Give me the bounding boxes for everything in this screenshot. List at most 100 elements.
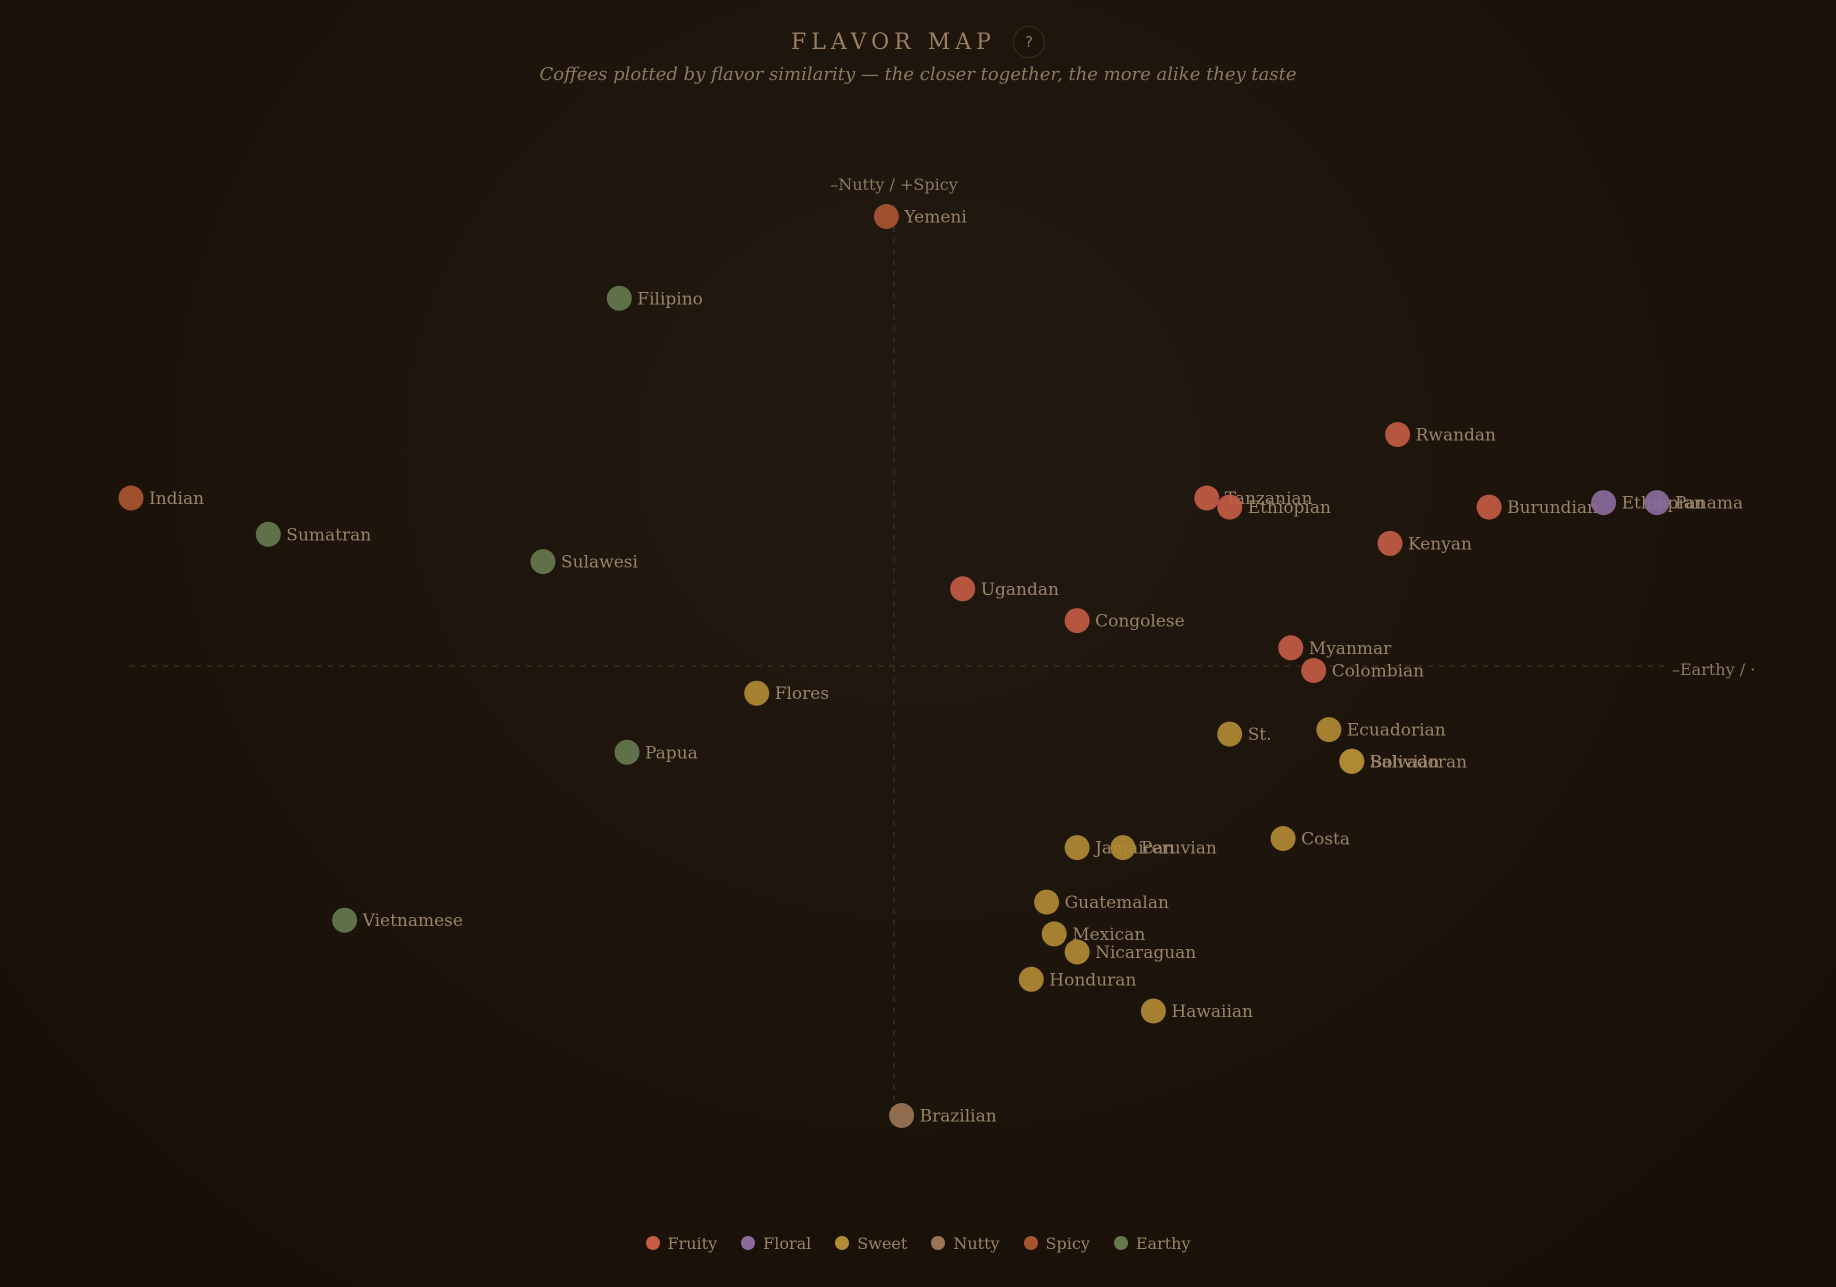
point-marker[interactable]	[530, 549, 556, 575]
data-point-honduran[interactable]: Honduran	[1018, 966, 1137, 992]
data-point-kenyan[interactable]: Kenyan	[1377, 530, 1472, 556]
data-point-yemeni[interactable]: Yemeni	[873, 204, 967, 229]
point-marker[interactable]	[1194, 485, 1220, 511]
point-marker[interactable]	[744, 680, 770, 706]
point-marker[interactable]	[1476, 494, 1502, 520]
point-label: Sulawesi	[561, 553, 639, 573]
legend-swatch	[835, 1236, 850, 1250]
point-marker[interactable]	[1377, 530, 1403, 556]
point-marker[interactable]	[1034, 889, 1060, 915]
point-marker[interactable]	[1385, 422, 1411, 447]
legend-swatch	[1113, 1236, 1128, 1250]
chart-header: FLAVOR MAP ? Coffees plotted by flavor s…	[0, 0, 1836, 100]
point-marker[interactable]	[1064, 939, 1090, 965]
legend-item-sweet[interactable]: Sweet	[835, 1234, 907, 1253]
point-label: Ethiopian	[1248, 498, 1331, 518]
point-label: Salvadoran	[1370, 752, 1467, 772]
data-point-tanzanian[interactable]: Tanzanian	[1194, 485, 1313, 511]
point-marker[interactable]	[1644, 490, 1670, 516]
point-marker[interactable]	[1110, 835, 1136, 861]
data-point-vietnamese[interactable]: Vietnamese	[332, 907, 463, 933]
point-label: Kenyan	[1408, 534, 1472, 554]
data-point-guatemalan[interactable]: Guatemalan	[1034, 889, 1169, 915]
data-point-ecuadorian[interactable]: Ecuadorian	[1316, 717, 1446, 743]
point-label: Tanzanian	[1225, 489, 1313, 509]
legend-item-fruity[interactable]: Fruity	[645, 1234, 717, 1253]
data-point-congolese[interactable]: Congolese	[1064, 608, 1185, 634]
data-point-st-[interactable]: St.	[1217, 721, 1272, 747]
legend-label: Floral	[763, 1234, 812, 1253]
legend-label: Earthy	[1135, 1234, 1191, 1253]
legend-item-spicy[interactable]: Spicy	[1023, 1234, 1090, 1253]
point-label: Myanmar	[1309, 639, 1392, 659]
point-marker[interactable]	[1217, 721, 1243, 747]
data-point-sumatran[interactable]: Sumatran	[255, 521, 371, 547]
point-marker[interactable]	[1339, 748, 1365, 774]
data-point-sulawesi[interactable]: Sulawesi	[530, 549, 639, 575]
data-point-burundian[interactable]: Burundian	[1476, 494, 1598, 520]
point-label: Honduran	[1049, 970, 1136, 990]
point-marker[interactable]	[118, 485, 144, 511]
point-marker[interactable]	[1217, 494, 1243, 520]
data-point-peruvian[interactable]: Peruvian	[1110, 835, 1217, 861]
data-point-salvadoran[interactable]: Salvadoran	[1339, 748, 1467, 774]
points-layer: Yemeni Filipino Rwandan Indian TanzanianEthi…	[118, 204, 1744, 1128]
help-button[interactable]: ?	[1013, 26, 1046, 58]
point-label: Guatemalan	[1065, 893, 1169, 913]
point-marker[interactable]	[606, 285, 632, 311]
point-label: Hawaiian	[1171, 1002, 1253, 1022]
point-label: Rwandan	[1416, 426, 1496, 446]
point-marker[interactable]	[1140, 998, 1166, 1024]
data-point-filipino[interactable]: Filipino	[606, 285, 703, 311]
data-point-hawaiian[interactable]: Hawaiian	[1140, 998, 1253, 1024]
data-point-costa[interactable]: Costa	[1270, 826, 1350, 851]
point-marker[interactable]	[1316, 717, 1342, 743]
legend-swatch	[645, 1236, 660, 1250]
point-marker[interactable]	[1018, 966, 1044, 992]
point-marker[interactable]	[1591, 490, 1617, 516]
data-point-flores[interactable]: Flores	[744, 680, 829, 706]
chart-title: FLAVOR MAP	[790, 29, 996, 55]
point-label: Mexican	[1072, 925, 1145, 945]
legend-swatch	[931, 1236, 946, 1250]
point-marker[interactable]	[1270, 826, 1296, 851]
legend-label: Sweet	[857, 1234, 908, 1253]
point-marker[interactable]	[332, 907, 358, 933]
point-marker[interactable]	[1064, 608, 1090, 634]
point-marker[interactable]	[950, 576, 976, 602]
data-point-nicaraguan[interactable]: Nicaraguan	[1064, 939, 1197, 965]
data-point-brazilian[interactable]: Brazilian	[889, 1103, 997, 1128]
data-point-mexican[interactable]: Mexican	[1041, 921, 1146, 947]
data-point-colombian[interactable]: Colombian	[1301, 658, 1424, 683]
legend-label: Nutty	[953, 1234, 1000, 1253]
data-point-ethiopian[interactable]: Ethiopian	[1217, 494, 1331, 520]
legend-swatch	[1023, 1236, 1038, 1250]
point-label: Brazilian	[920, 1107, 997, 1127]
data-point-indian[interactable]: Indian	[118, 485, 205, 511]
legend-swatch	[741, 1236, 756, 1250]
point-marker[interactable]	[1301, 658, 1327, 683]
point-marker[interactable]	[873, 204, 899, 229]
point-label: Burundian	[1507, 498, 1598, 518]
data-point-myanmar[interactable]: Myanmar	[1278, 635, 1392, 661]
title-row: FLAVOR MAP ?	[0, 26, 1836, 62]
point-marker[interactable]	[614, 739, 640, 765]
point-label: Flores	[775, 684, 829, 704]
data-point-papua[interactable]: Papua	[614, 739, 698, 765]
point-label: Bolivian	[1370, 752, 1440, 772]
data-point-rwandan[interactable]: Rwandan	[1385, 422, 1496, 447]
point-marker[interactable]	[1064, 835, 1090, 861]
legend-item-earthy[interactable]: Earthy	[1113, 1234, 1191, 1253]
data-point-panama[interactable]: Panama	[1644, 490, 1744, 516]
point-label: Nicaraguan	[1095, 943, 1196, 963]
legend-item-nutty[interactable]: Nutty	[931, 1234, 1000, 1253]
point-label: Panama	[1675, 494, 1743, 514]
point-marker[interactable]	[889, 1103, 915, 1128]
legend-item-floral[interactable]: Floral	[741, 1234, 811, 1253]
point-label: Costa	[1301, 830, 1350, 850]
point-marker[interactable]	[1278, 635, 1304, 661]
point-marker[interactable]	[1041, 921, 1067, 947]
point-label: Vietnamese	[362, 911, 463, 931]
data-point-ugandan[interactable]: Ugandan	[950, 576, 1059, 602]
point-marker[interactable]	[255, 521, 281, 547]
